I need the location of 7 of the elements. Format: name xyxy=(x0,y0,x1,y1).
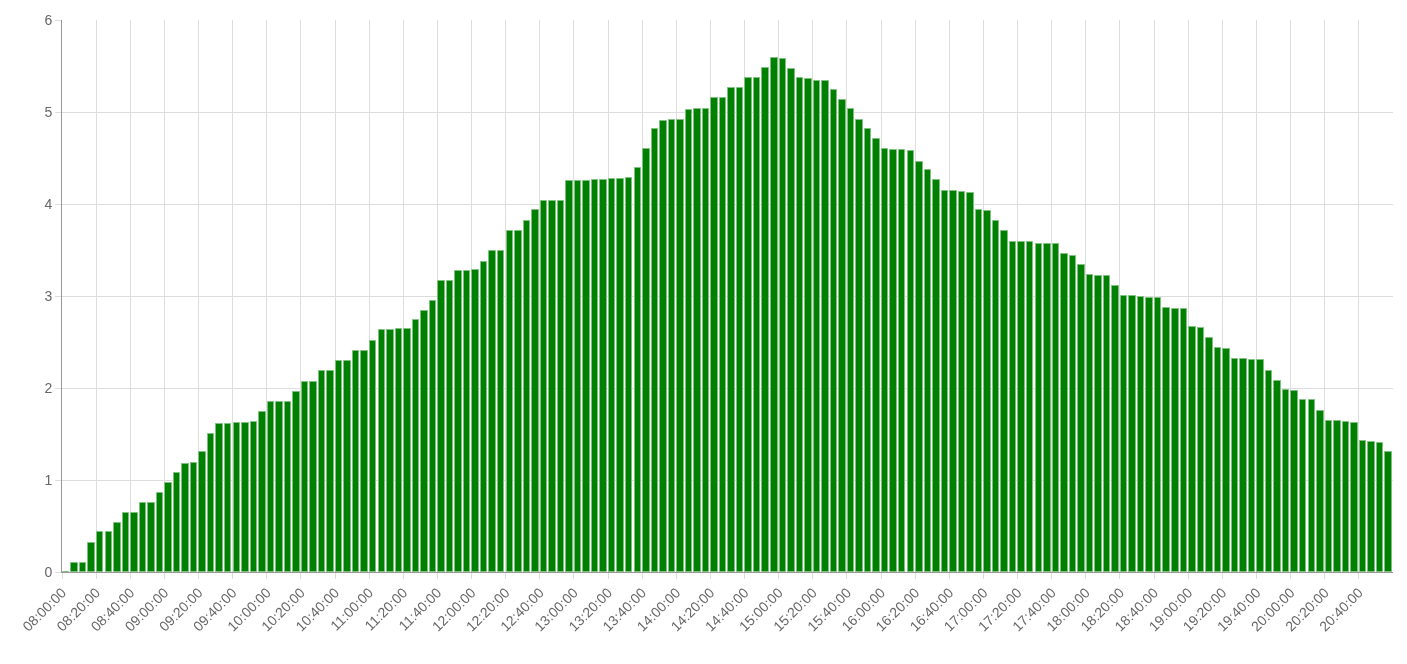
y-tick-label: 5 xyxy=(44,103,53,120)
y-tick-label: 4 xyxy=(44,195,53,212)
y-tick-label: 1 xyxy=(44,471,53,488)
y-tick-label: 6 xyxy=(44,11,53,28)
y-tick-label: 0 xyxy=(44,563,53,580)
y-tick-label: 2 xyxy=(44,379,53,396)
y-tick-label: 3 xyxy=(44,287,53,304)
